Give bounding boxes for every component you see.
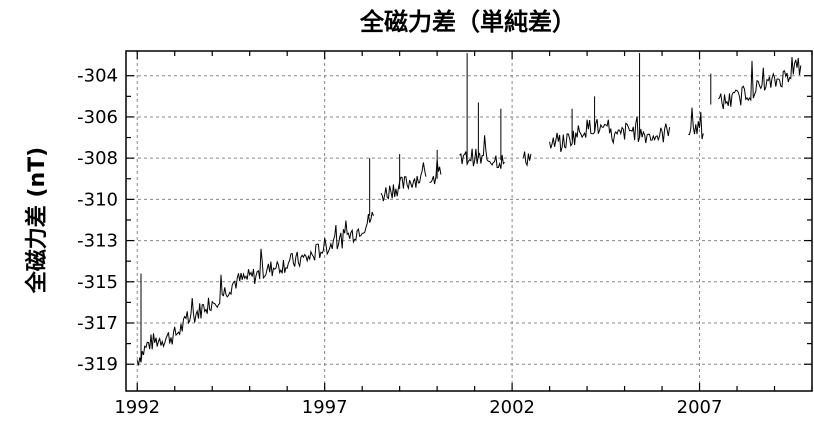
data-series-segment — [522, 151, 532, 167]
data-series-segment — [429, 159, 442, 185]
y-tick-label: -317 — [77, 313, 118, 334]
y-tick-label: -306 — [77, 107, 118, 128]
x-tick-label: 1997 — [302, 397, 348, 418]
axis-ticks: 1992 1997 2002 2007 -304 -306 -308 -310 -313 -315… — [77, 51, 813, 418]
y-tick-label: -315 — [77, 272, 118, 293]
y-axis-label: 全磁力差 (nT) — [24, 147, 50, 294]
x-tick-label: 2002 — [489, 397, 535, 418]
data-series-segment — [380, 162, 427, 202]
plot-area — [136, 53, 802, 366]
y-tick-label: -310 — [77, 189, 118, 210]
data-series-segment — [549, 116, 671, 153]
y-tick-label: -313 — [77, 231, 118, 252]
data-series-segment — [459, 135, 505, 169]
gridlines — [126, 51, 812, 391]
plot-frame — [125, 50, 813, 392]
x-tick-label: 1992 — [114, 397, 160, 418]
y-tick-label: -308 — [77, 148, 118, 169]
data-series-segment — [136, 211, 374, 366]
y-tick-label: -304 — [77, 66, 118, 87]
chart-title: 全磁力差（単純差） — [359, 8, 576, 36]
x-tick-label: 2007 — [677, 397, 723, 418]
data-series-segment — [717, 56, 802, 110]
y-tick-label: -319 — [77, 354, 118, 375]
data-series-segment — [688, 107, 704, 140]
